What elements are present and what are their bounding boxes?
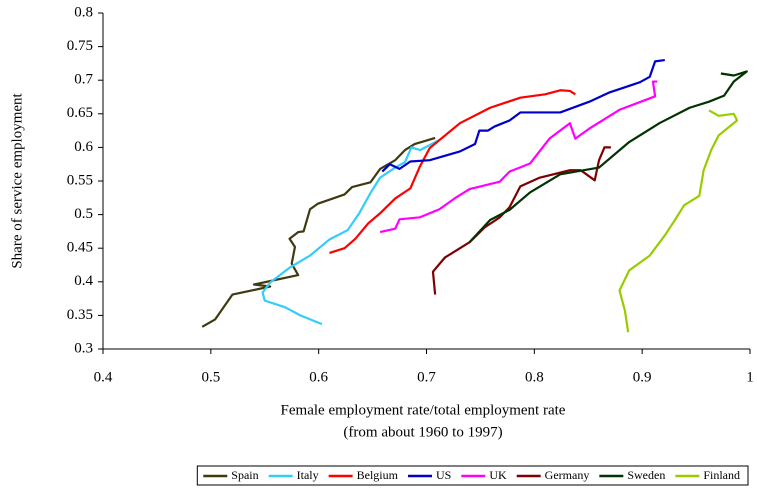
y-tick-label: 0.55 bbox=[67, 172, 93, 188]
legend: Spain Italy Belgium US UK Germany Sweden Finlan… bbox=[196, 465, 749, 486]
y-tick-label: 0.6 bbox=[74, 139, 93, 155]
legend-label: Italy bbox=[297, 468, 319, 482]
series-line bbox=[329, 89, 576, 254]
legend-label: Germany bbox=[545, 468, 590, 482]
x-axis-label: (from about 1960 to 1997) bbox=[343, 424, 502, 440]
y-tick-label: 0.5 bbox=[74, 206, 93, 222]
y-tick-label: 0.35 bbox=[67, 307, 93, 323]
y-tick-label: 0.65 bbox=[67, 105, 93, 121]
y-tick-label: 0.8 bbox=[74, 4, 93, 20]
series-line bbox=[618, 109, 739, 333]
series-line bbox=[381, 58, 665, 173]
x-tick-label: 0.7 bbox=[417, 369, 436, 385]
legend-label: Belgium bbox=[357, 468, 399, 482]
y-tick-label: 0.4 bbox=[74, 273, 93, 289]
x-tick-label: 0.6 bbox=[309, 369, 328, 385]
legend-label: Sweden bbox=[627, 468, 665, 482]
series-line bbox=[261, 139, 440, 326]
series-line bbox=[379, 80, 658, 234]
x-tick-label: 0.4 bbox=[94, 369, 113, 385]
legend-label: Spain bbox=[231, 468, 258, 482]
y-tick-label: 0.45 bbox=[67, 240, 93, 256]
y-tick-label: 0.75 bbox=[67, 38, 93, 54]
x-tick-label: 0.9 bbox=[633, 369, 652, 385]
legend-label: US bbox=[436, 468, 451, 482]
y-tick-label: 0.3 bbox=[74, 340, 93, 356]
legend-label: Finland bbox=[703, 468, 740, 482]
y-tick-label: 0.7 bbox=[74, 72, 93, 88]
x-tick-label: 0.5 bbox=[201, 369, 220, 385]
x-axis-label: Female employment rate/total employment … bbox=[281, 402, 566, 418]
x-tick-label: 1 bbox=[746, 369, 754, 385]
series-line bbox=[201, 136, 436, 328]
y-axis-label: Share of service employment bbox=[9, 92, 25, 268]
x-tick-label: 0.8 bbox=[525, 369, 544, 385]
legend-label: UK bbox=[489, 468, 507, 482]
series-line bbox=[468, 70, 748, 243]
